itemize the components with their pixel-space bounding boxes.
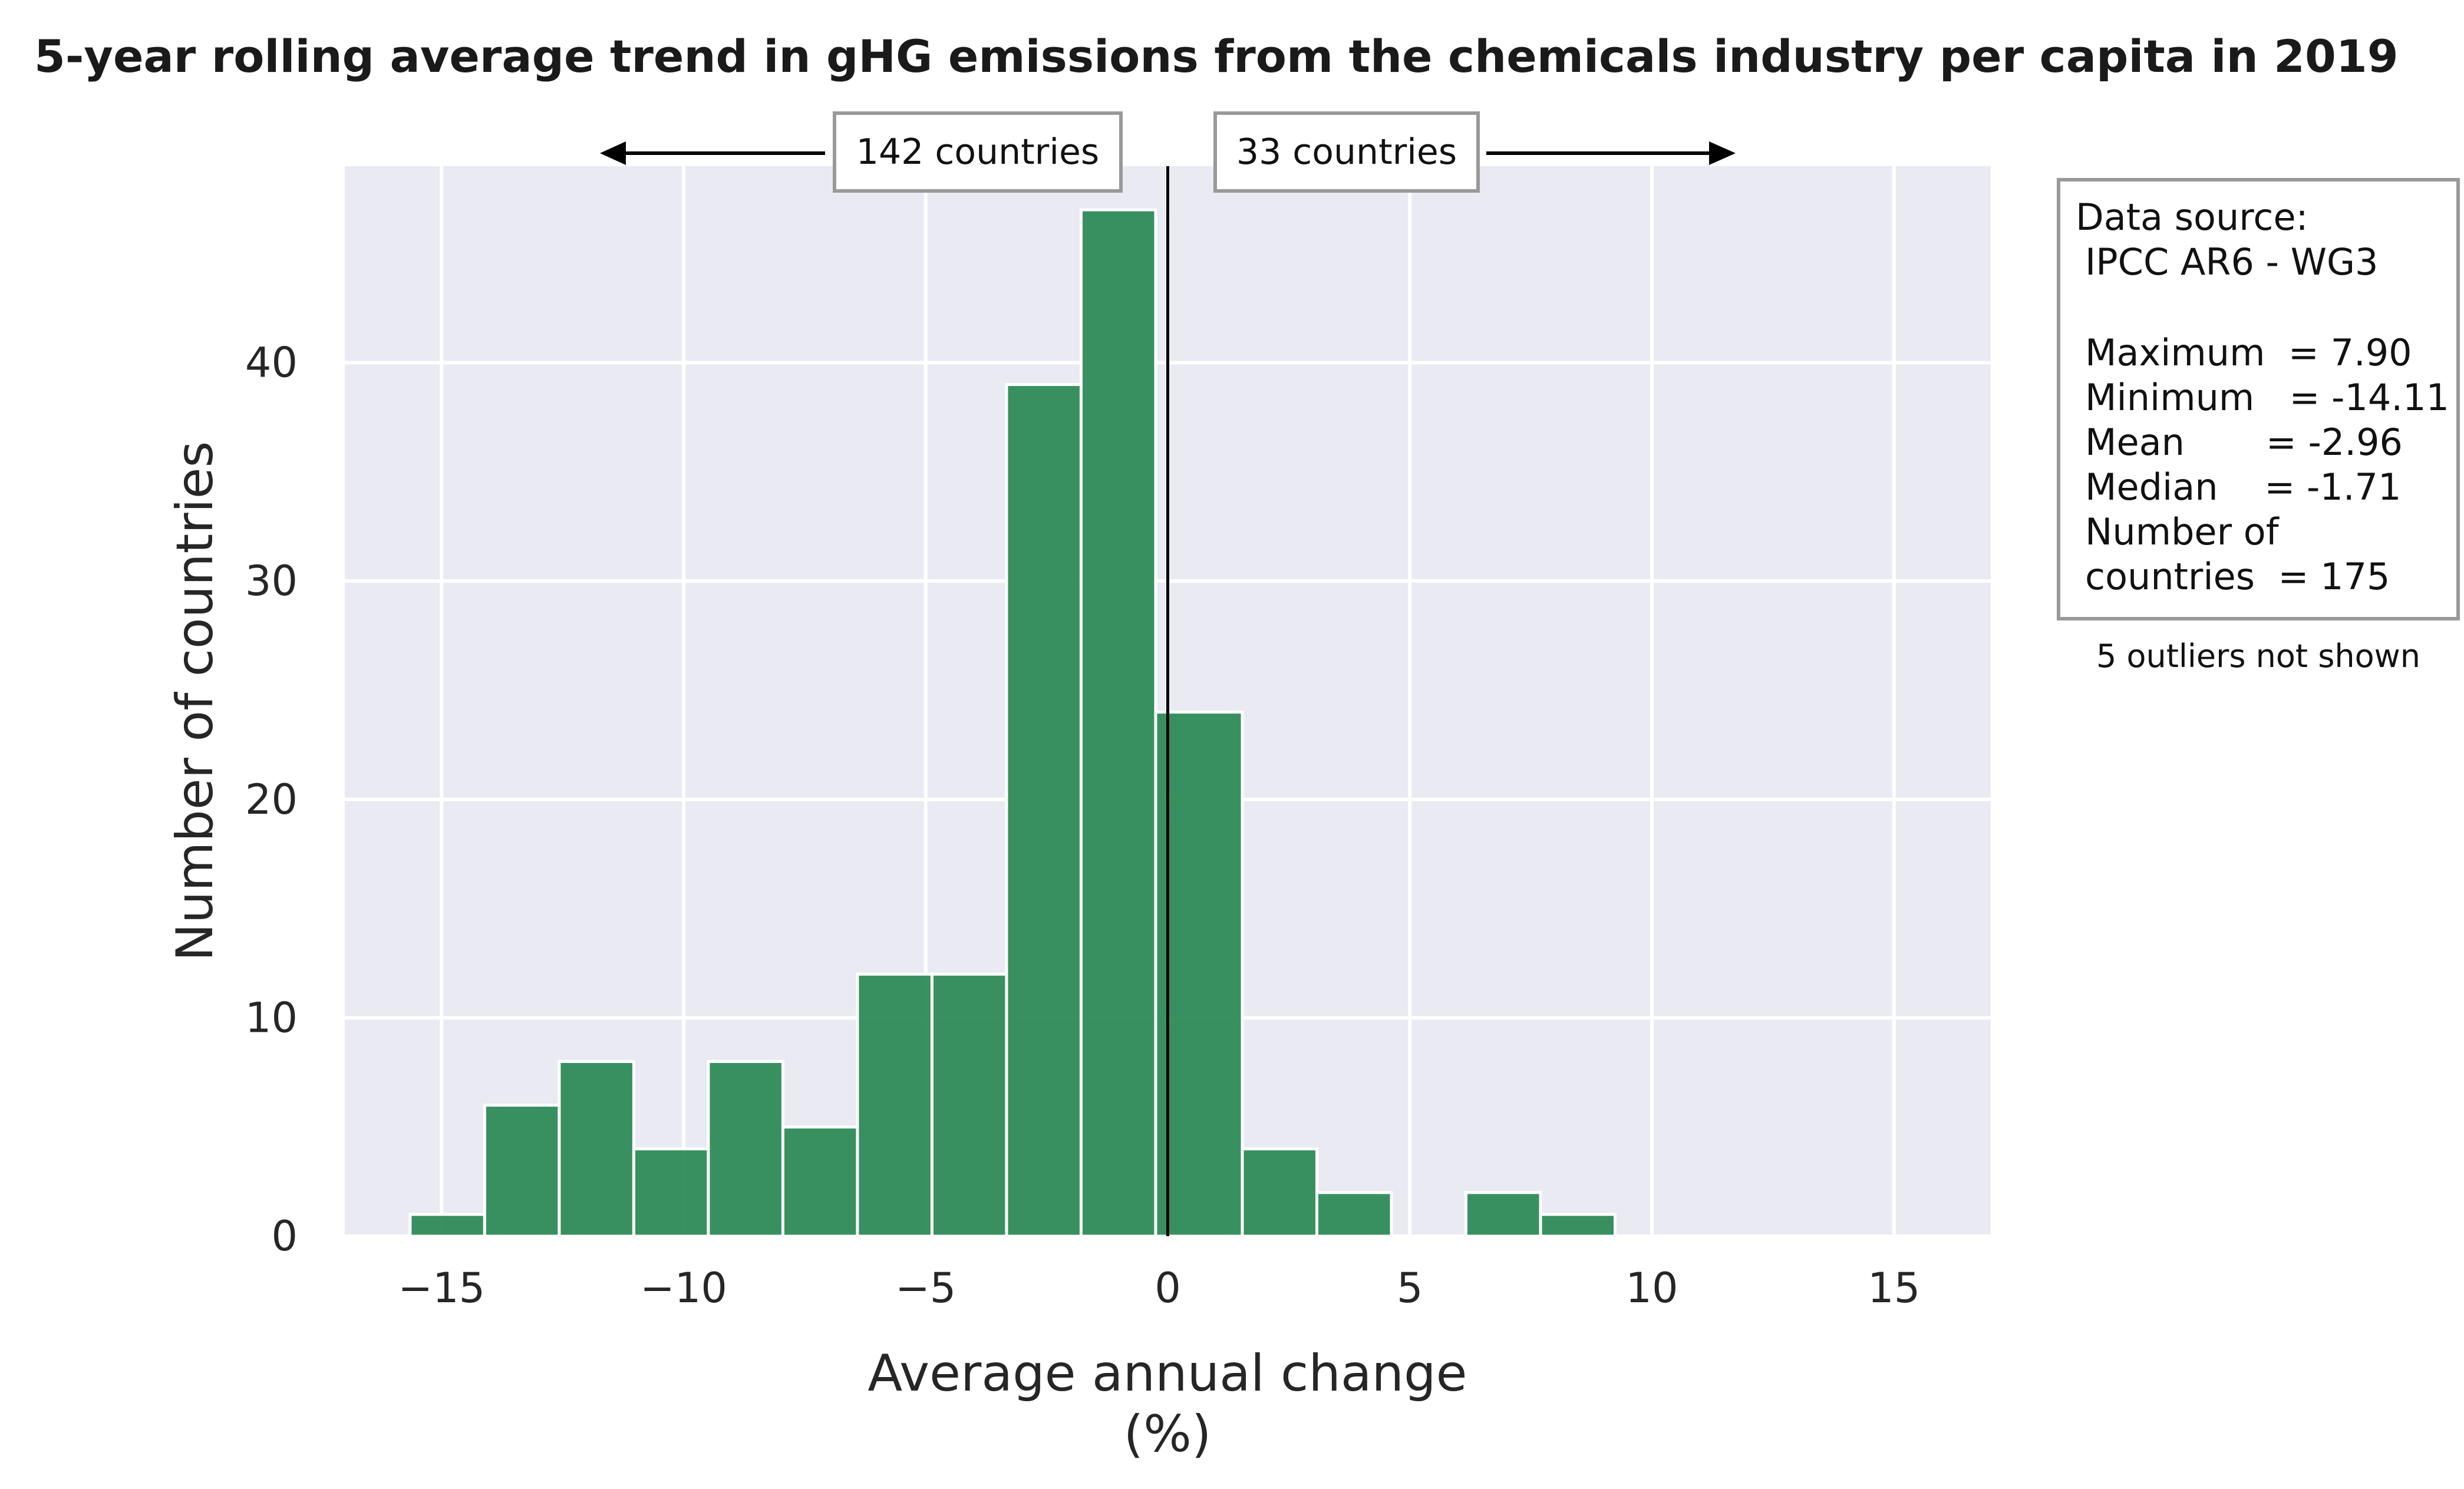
y-axis-label: Number of countries — [166, 441, 225, 962]
chart-title: 5-year rolling average trend in gHG emis… — [34, 30, 2399, 82]
stat-count-label: Number of — [2085, 510, 2280, 553]
stat-mean: Mean = -2.96 — [2085, 421, 2403, 464]
x-tick-label: −15 — [398, 1264, 485, 1312]
stat-maximum: Maximum = 7.90 — [2085, 331, 2412, 374]
left-arrow-icon — [600, 141, 626, 165]
stat-minimum: Minimum = -14.11 — [2085, 376, 2449, 419]
y-tick-label: 0 — [271, 1212, 298, 1260]
histogram-bar — [1005, 383, 1083, 1238]
y-tick-label: 40 — [245, 339, 298, 387]
x-tick-labels: −15 −10 −5 0 5 10 15 — [398, 1264, 1920, 1312]
x-tick-label: 0 — [1155, 1264, 1181, 1312]
outliers-note: 5 outliers not shown — [2096, 638, 2420, 675]
y-tick-label: 10 — [245, 993, 298, 1042]
stat-median: Median = -1.71 — [2085, 465, 2401, 509]
histogram-bar — [707, 1060, 784, 1238]
histogram-bars — [408, 208, 1617, 1238]
left-count-box — [833, 111, 1123, 193]
y-tick-label: 20 — [245, 775, 298, 824]
histogram-bar — [1079, 208, 1157, 1238]
histogram-bar — [856, 972, 934, 1238]
histogram-bar — [1539, 1213, 1617, 1238]
histogram-bar — [558, 1060, 635, 1238]
histogram-bar — [1154, 711, 1244, 1238]
x-tick-label: −10 — [640, 1264, 727, 1312]
histogram-bar — [632, 1147, 710, 1238]
x-tick-label: 15 — [1868, 1264, 1920, 1312]
left-count-label: 142 countries — [856, 131, 1099, 173]
data-source-label: Data source: — [2076, 196, 2308, 239]
stat-count-value: countries = 175 — [2085, 555, 2390, 598]
stats-box — [2057, 178, 2460, 620]
right-arrow-icon — [1709, 141, 1736, 165]
histogram-bar — [1315, 1191, 1393, 1238]
x-tick-label: 5 — [1397, 1264, 1423, 1312]
histogram-bar — [1241, 1147, 1319, 1238]
right-count-label: 33 countries — [1236, 131, 1457, 173]
histogram-bar — [930, 972, 1008, 1238]
x-axis-unit: (%) — [1124, 1405, 1212, 1464]
histogram-bar — [781, 1125, 859, 1238]
x-axis-label: Average annual change — [867, 1344, 1467, 1403]
data-source-value: IPCC AR6 - WG3 — [2085, 240, 2378, 283]
x-tick-label: 10 — [1625, 1264, 1678, 1312]
y-tick-labels: 0 10 20 30 40 — [245, 339, 298, 1260]
histogram-bar — [408, 1213, 486, 1238]
y-tick-label: 30 — [245, 557, 298, 605]
x-tick-label: −5 — [895, 1264, 956, 1312]
histogram-bar — [483, 1104, 561, 1238]
histogram-bar — [1464, 1191, 1542, 1238]
right-count-box — [1213, 111, 1480, 193]
